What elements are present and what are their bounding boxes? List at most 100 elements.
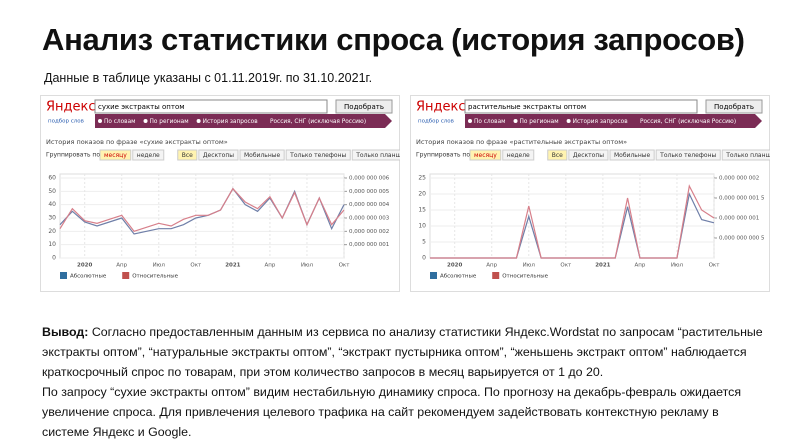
device-tab[interactable] <box>285 149 351 161</box>
search-box <box>464 99 698 114</box>
group-label: Группировать по: <box>46 152 102 159</box>
legend-label: Абсолютные <box>70 274 107 280</box>
device-tab-label: Десктопы <box>203 152 234 159</box>
region: Россия, СНГ (исключая Россию) <box>270 119 366 125</box>
search-query: растительные экстракты оптом <box>468 103 586 111</box>
y-tick-label: 15 <box>418 207 426 214</box>
x-tick-label: Окт <box>339 263 351 269</box>
y2-tick-label: 0,000 000 001 <box>719 216 759 222</box>
logo: Яндекс <box>416 100 466 115</box>
device-tab[interactable] <box>655 149 721 161</box>
radio <box>196 119 201 123</box>
subtitle: Данные в таблице указаны с 01.11.2019г. … <box>44 71 373 85</box>
y2-tick-label: 0,000 000 005 <box>349 189 390 195</box>
search-button-label: Подобрать <box>344 103 384 111</box>
group-option[interactable] <box>469 149 502 161</box>
legend-label: Относительные <box>502 274 548 280</box>
x-tick-label: Июл <box>301 263 314 269</box>
search-button[interactable] <box>335 99 393 114</box>
device-tab[interactable] <box>609 149 655 161</box>
y-tick-label: 60 <box>48 175 56 182</box>
radio <box>513 119 518 123</box>
y-tick-label: 50 <box>48 188 56 195</box>
series-line <box>59 187 345 233</box>
device-tab-label: Мобильные <box>244 152 280 159</box>
device-tab[interactable] <box>198 149 239 161</box>
history-title: История показов по фразе «сухие экстракт… <box>46 138 228 146</box>
x-tick-label: Апр <box>264 263 275 269</box>
series-line <box>430 184 715 259</box>
paragraph: Вывод: Согласно предоставленным данным и… <box>42 322 767 382</box>
group-option-label: неделе <box>137 152 160 159</box>
radio-label: По словам <box>474 119 506 125</box>
radio-label: По регионам <box>150 119 189 125</box>
x-tick-label: Апр <box>486 263 497 269</box>
y-tick-label: 10 <box>418 223 426 230</box>
header-band <box>95 114 392 128</box>
legend-swatch <box>60 272 67 279</box>
y-tick-label: 10 <box>48 241 56 248</box>
y2-tick-label: 0,000 000 002 <box>349 229 389 235</box>
group-label: Группировать по: <box>416 152 472 159</box>
y2-tick-label: 0,000 000 006 <box>349 176 390 182</box>
radio <box>566 119 571 123</box>
logo: Яндекс <box>46 100 96 115</box>
group-option[interactable] <box>132 149 165 161</box>
search-button[interactable] <box>705 99 763 114</box>
device-tab[interactable] <box>547 149 568 161</box>
radio <box>143 119 148 123</box>
header-band <box>465 114 762 128</box>
group-option[interactable] <box>502 149 535 161</box>
x-tick-label: Апр <box>116 263 127 269</box>
group-option-label: месяцу <box>474 152 497 159</box>
legend-label: Относительные <box>132 274 178 280</box>
plot-area <box>59 173 345 259</box>
y-tick-label: 25 <box>418 175 426 182</box>
legend-swatch <box>430 272 437 279</box>
device-tab-label: Только телефоны <box>289 152 346 159</box>
x-tick-label: Апр <box>634 263 645 269</box>
y2-tick-label: 0,000 000 001 5 <box>719 196 765 202</box>
device-tab[interactable] <box>239 149 285 161</box>
history-title: История показов по фразе «растительные э… <box>416 138 627 146</box>
y-tick-label: 5 <box>422 239 426 246</box>
group-option[interactable] <box>99 149 132 161</box>
y2-tick-label: 0,000 000 002 <box>719 176 759 182</box>
legend-swatch <box>122 272 130 279</box>
device-tab[interactable] <box>568 149 609 161</box>
logo-sub: подбор слов <box>418 119 454 125</box>
title: Анализ статистики спроса (история запрос… <box>42 22 745 57</box>
device-tab-label: Только телефоны <box>659 152 716 159</box>
device-tab-label: Только планшеты <box>725 152 770 159</box>
device-tab-label: Десктопы <box>573 152 604 159</box>
x-tick-label: Окт <box>709 263 721 269</box>
device-tab[interactable] <box>177 149 198 161</box>
x-tick-label: Окт <box>190 263 202 269</box>
conclusion-label: Вывод: <box>42 325 89 339</box>
y2-tick-label: 0,000 000 004 <box>349 202 390 208</box>
y2-tick-label: 0,000 000 003 <box>349 216 390 222</box>
x-tick-label: 2021 <box>595 263 610 269</box>
legend-label: Абсолютные <box>440 274 477 280</box>
radio <box>468 119 472 123</box>
device-tab-label: Только планшеты <box>355 152 400 159</box>
group-option-label: неделе <box>507 152 530 159</box>
y-tick-label: 0 <box>52 255 56 262</box>
device-tab[interactable] <box>721 149 770 161</box>
device-tab-label: Мобильные <box>614 152 650 159</box>
device-tab-label: Все <box>182 152 193 159</box>
paragraph: По запросу “сухие экстракты оптом” видим… <box>42 385 742 439</box>
region: Россия, СНГ (исключая Россию) <box>640 119 736 125</box>
x-tick-label: 2020 <box>77 263 92 269</box>
search-box <box>94 99 328 114</box>
y2-tick-label: 0,000 000 000 5 <box>719 236 765 242</box>
wordstat-panel: Яндекс подбор слов сухие экстракты оптом По… <box>40 95 400 292</box>
radio-label: История запросов <box>573 119 629 125</box>
x-tick-label: Июл <box>523 263 536 269</box>
y-tick-label: 40 <box>48 201 56 208</box>
search-query: сухие экстракты оптом <box>98 103 185 111</box>
y-tick-label: 20 <box>48 228 56 235</box>
x-tick-label: Июл <box>671 263 684 269</box>
device-tab[interactable] <box>351 149 400 161</box>
